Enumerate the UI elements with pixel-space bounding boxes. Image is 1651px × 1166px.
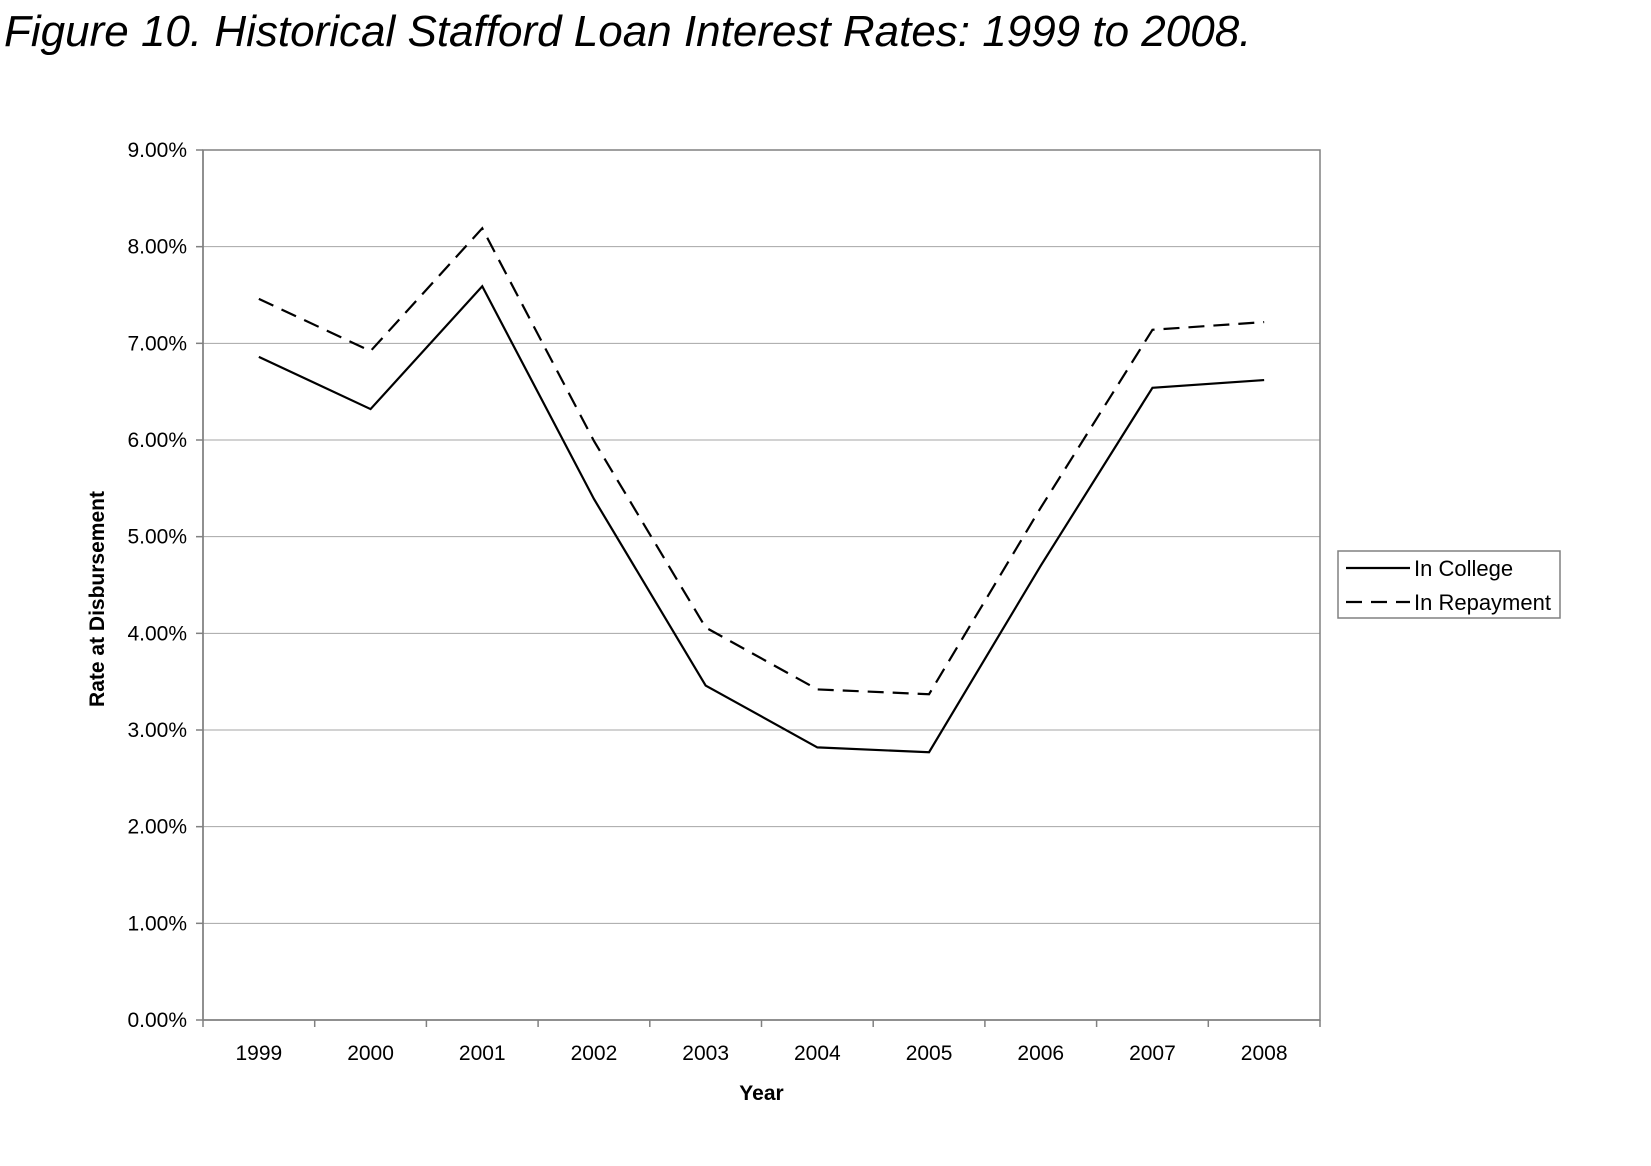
x-tick-label: 1999 xyxy=(235,1042,282,1065)
y-tick-label: 8.00% xyxy=(127,236,187,259)
x-tick-label: 2002 xyxy=(571,1042,618,1065)
tick-labels: 0.00% 1.00% 2.00% 3.00% 4.00% 5.00% 6.00% 7.00%… xyxy=(127,139,1287,1065)
x-tick-label: 2000 xyxy=(347,1042,394,1065)
series-line-in-college xyxy=(258,284,1265,754)
y-tick-label: 9.00% xyxy=(127,139,187,162)
x-tick-label: 2005 xyxy=(906,1042,953,1065)
y-tick-label: 7.00% xyxy=(127,332,187,355)
y-tick-label: 1.00% xyxy=(127,912,187,935)
series-line-in-repayment xyxy=(258,226,1265,696)
y-axis-title: Rate at Disbursement xyxy=(86,491,109,707)
series-lines xyxy=(258,226,1265,754)
y-tick-label: 4.00% xyxy=(127,622,187,645)
gridlines xyxy=(203,246,1320,924)
x-tick-label: 2008 xyxy=(1241,1042,1288,1065)
y-tick-label: 6.00% xyxy=(127,429,187,452)
y-tick-label: 5.00% xyxy=(127,526,187,549)
legend: In College In Repayment xyxy=(1337,550,1561,619)
x-tick-label: 2007 xyxy=(1129,1042,1176,1065)
axes xyxy=(196,149,1321,1027)
x-axis-title: Year xyxy=(739,1082,783,1105)
legend-label-in-college: In College xyxy=(1414,556,1513,581)
x-tick-label: 2001 xyxy=(459,1042,506,1065)
y-tick-label: 2.00% xyxy=(127,816,187,839)
legend-box xyxy=(1337,550,1561,619)
legend-label-in-repayment: In Repayment xyxy=(1414,590,1551,615)
y-tick-label: 3.00% xyxy=(127,719,187,742)
plot-area-border xyxy=(202,149,1321,1021)
figure-caption: Figure 10. Historical Stafford Loan Inte… xyxy=(4,7,1252,56)
x-tick-label: 2004 xyxy=(794,1042,841,1065)
x-tick-label: 2006 xyxy=(1017,1042,1064,1065)
y-tick-label: 0.00% xyxy=(127,1009,187,1032)
x-tick-label: 2003 xyxy=(682,1042,729,1065)
